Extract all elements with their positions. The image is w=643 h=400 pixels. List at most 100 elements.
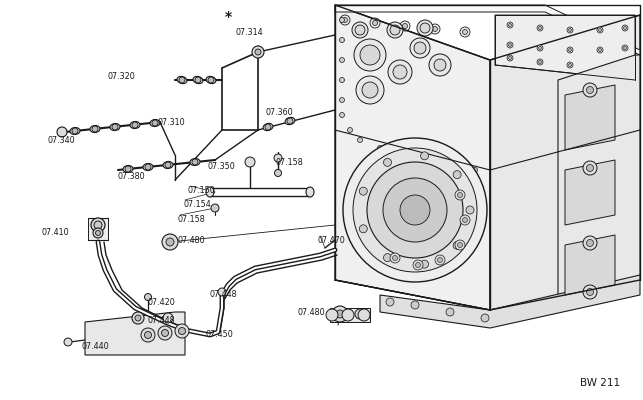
Circle shape [599,48,601,52]
Circle shape [208,77,214,83]
Circle shape [163,313,173,323]
Circle shape [586,240,593,246]
Circle shape [353,148,477,272]
Circle shape [414,42,426,54]
Circle shape [336,310,344,318]
Circle shape [340,15,350,25]
Circle shape [568,48,572,52]
Circle shape [211,204,219,212]
Circle shape [355,25,365,35]
Circle shape [537,25,543,31]
Circle shape [458,192,462,198]
Circle shape [355,309,365,319]
Polygon shape [335,5,640,55]
Circle shape [622,25,628,31]
Circle shape [433,26,437,32]
Circle shape [586,288,593,296]
Circle shape [141,328,155,342]
Circle shape [417,20,433,36]
Text: 07.314: 07.314 [235,28,262,37]
Circle shape [437,162,442,168]
Circle shape [132,122,138,128]
Circle shape [265,124,271,130]
Text: 07.158: 07.158 [275,158,303,167]
Circle shape [466,206,474,214]
Polygon shape [565,85,615,150]
Ellipse shape [143,164,153,170]
Circle shape [358,138,363,142]
Circle shape [397,152,403,158]
Circle shape [434,59,446,71]
Circle shape [340,18,345,22]
Circle shape [152,120,158,126]
Circle shape [446,308,454,316]
Circle shape [145,332,152,338]
Circle shape [57,127,67,137]
Ellipse shape [163,162,173,168]
Circle shape [158,326,172,340]
Polygon shape [490,15,640,310]
Text: 07.340: 07.340 [48,136,76,145]
Circle shape [421,260,428,268]
Circle shape [430,24,440,34]
Circle shape [453,241,461,249]
Circle shape [359,187,367,195]
Ellipse shape [90,126,100,132]
Circle shape [360,45,380,65]
Circle shape [417,158,422,162]
Circle shape [624,46,626,50]
Circle shape [362,82,378,98]
Circle shape [597,47,603,53]
Circle shape [275,170,282,176]
Polygon shape [335,5,490,310]
Polygon shape [495,15,635,80]
Circle shape [473,168,478,172]
Text: 07.450: 07.450 [205,330,233,339]
Polygon shape [565,160,615,225]
Text: 07.448: 07.448 [210,290,238,299]
Text: 07.480: 07.480 [298,308,325,317]
Circle shape [586,164,593,172]
Circle shape [460,27,470,37]
Polygon shape [330,308,370,322]
Circle shape [386,298,394,306]
Circle shape [252,46,264,58]
Text: 07.360: 07.360 [265,108,293,117]
Circle shape [383,254,392,262]
Circle shape [392,256,397,260]
Circle shape [340,112,345,118]
Circle shape [383,178,447,242]
Circle shape [599,28,601,32]
Circle shape [410,38,430,58]
Circle shape [458,166,462,170]
Circle shape [387,22,403,38]
Circle shape [370,18,380,28]
Circle shape [383,158,392,166]
Text: 07.470: 07.470 [318,236,346,245]
Circle shape [72,128,78,134]
Circle shape [622,45,628,51]
Circle shape [372,20,377,26]
Circle shape [165,162,171,168]
Ellipse shape [190,158,200,166]
Circle shape [179,328,185,334]
Circle shape [162,234,178,250]
Text: 07.154: 07.154 [183,200,211,209]
Circle shape [509,44,511,46]
Bar [88,218,108,240]
Circle shape [326,309,338,321]
Circle shape [509,56,511,60]
Circle shape [583,161,597,175]
Circle shape [340,38,345,42]
Circle shape [195,77,201,83]
Text: 07.350: 07.350 [208,162,236,171]
Circle shape [166,238,174,246]
Text: 07.380: 07.380 [118,172,145,181]
Circle shape [390,253,400,263]
Circle shape [354,39,386,71]
Circle shape [537,45,543,51]
Ellipse shape [110,124,120,130]
Circle shape [356,76,384,104]
Ellipse shape [263,123,273,131]
Circle shape [586,86,593,94]
